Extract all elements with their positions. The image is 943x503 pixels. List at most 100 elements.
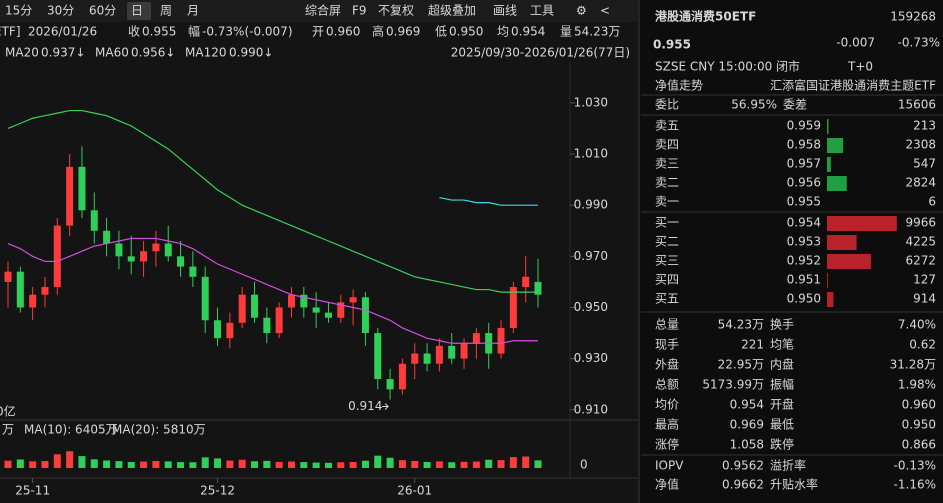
ma-value: 0.990↓ (229, 46, 273, 60)
period-tab[interactable]: 月 (187, 4, 199, 18)
candle-body (53, 225, 61, 288)
volume-bar (300, 462, 308, 468)
candle-body (275, 307, 283, 334)
tool-button[interactable]: 不复权 (378, 4, 414, 18)
volume-bar (226, 460, 234, 468)
y-tick-label: 0.950 (574, 300, 608, 314)
candle-body (522, 276, 530, 288)
book-bar (827, 119, 829, 134)
volume-bar (251, 461, 259, 468)
stat-label: 内盘 (770, 357, 794, 372)
stat-value: 221 (741, 338, 764, 352)
ratio-label: 委比 (655, 98, 679, 112)
tool-button[interactable]: 超级叠加 (428, 3, 476, 18)
volume-bar (472, 461, 480, 468)
book-price: 0.950 (787, 292, 821, 306)
left-cut: ETF] (0, 25, 21, 39)
volume-bar (127, 461, 135, 468)
stat-value: 1.98% (898, 378, 936, 392)
volume-bar (287, 461, 295, 468)
volume-bar (201, 457, 209, 468)
fund-code: 159268 (890, 10, 936, 24)
candle-body (214, 320, 222, 339)
field-value: 0.960 (326, 25, 360, 39)
stat-value: 22.95万 (718, 358, 764, 372)
book-volume: 547 (913, 157, 936, 171)
candle-body (177, 256, 185, 267)
stat-value: -0.13% (894, 459, 936, 473)
settings-icon[interactable]: ⚙ (576, 4, 587, 18)
candle-body (152, 243, 160, 252)
x-tick-label: 25-12 (200, 484, 235, 498)
ma-name: MA60 (95, 46, 129, 60)
y-tick-label: 0.930 (574, 351, 608, 365)
volume-bar (337, 462, 345, 468)
book-label: 买一 (655, 216, 679, 230)
ratio-label: 委差 (783, 98, 807, 112)
volume-bar (349, 461, 357, 468)
volume-bar (324, 462, 332, 468)
book-bar (827, 292, 834, 307)
ratio-value: 56.95% (731, 98, 777, 112)
field-value: 0.950 (449, 25, 483, 39)
period-tab[interactable]: 周 (160, 4, 172, 18)
volume-bar (66, 451, 74, 468)
period-tab[interactable]: 30分 (47, 4, 74, 18)
stat-value: 1.058 (730, 438, 764, 452)
book-bar (827, 157, 831, 172)
candle-body (90, 210, 98, 231)
book-label: 买五 (655, 292, 679, 306)
y-tick-label: 0.970 (574, 249, 608, 263)
ma-name: MA120 (185, 46, 226, 60)
volume-bar (78, 456, 86, 468)
collapse-icon[interactable]: < (600, 4, 610, 18)
book-price: 0.952 (787, 254, 821, 268)
change-pct: -0.73% (898, 36, 940, 50)
y-tick-label: 1.030 (574, 95, 608, 109)
fund-title: 港股通消费50ETF (655, 9, 756, 24)
volume-bar (263, 460, 271, 468)
ratio-value: 15606 (898, 98, 936, 112)
field-label: 量 (560, 25, 572, 39)
stat-value: 0.9562 (722, 459, 764, 473)
volume-bar (164, 461, 172, 468)
tool-button[interactable]: F9 (352, 4, 367, 18)
period-tab[interactable]: 15分 (5, 4, 32, 18)
toolbar (0, 0, 638, 22)
field-label: 开 (312, 25, 324, 39)
book-label: 卖四 (655, 138, 679, 152)
candle-body (115, 243, 123, 257)
book-label: 买三 (655, 254, 679, 268)
book-price: 0.958 (787, 138, 821, 152)
stat-value: 0.62 (909, 338, 936, 352)
candle-body (472, 333, 480, 344)
tool-button[interactable]: 画线 (493, 4, 517, 18)
period-tab[interactable]: 60分 (89, 4, 116, 18)
period-tab[interactable]: 日 (131, 4, 143, 18)
volume-ma: MA(20): 5810万 (112, 423, 206, 437)
stat-label: 外盘 (655, 357, 679, 372)
field-label: 低 (435, 25, 447, 39)
volume-bar (485, 459, 493, 468)
volume-bar (386, 457, 394, 468)
book-volume: 9966 (905, 216, 936, 230)
volume-bar (189, 462, 197, 468)
stat-label: 开盘 (770, 397, 794, 412)
date-range: 2025/09/30-2026/01/26(77日) (451, 46, 630, 60)
nav-link[interactable]: 净值走势 (655, 78, 703, 93)
volume-left-cut: 0亿 (0, 404, 16, 419)
tool-button[interactable]: 综合屏 (305, 3, 341, 18)
book-volume: 4225 (905, 235, 936, 249)
volume-bar (214, 458, 222, 468)
volume-bar (238, 459, 246, 468)
last-price: 0.955 (653, 38, 691, 52)
candle-body (263, 317, 271, 334)
tool-button[interactable]: 工具 (530, 4, 554, 18)
active-tab (127, 2, 151, 20)
book-label: 买二 (655, 235, 679, 249)
ma-line (7, 109, 538, 293)
volume-bar (90, 459, 98, 468)
volume-bar (497, 460, 505, 468)
ma-value: 0.956↓ (131, 46, 175, 60)
volume-bar (115, 461, 123, 468)
